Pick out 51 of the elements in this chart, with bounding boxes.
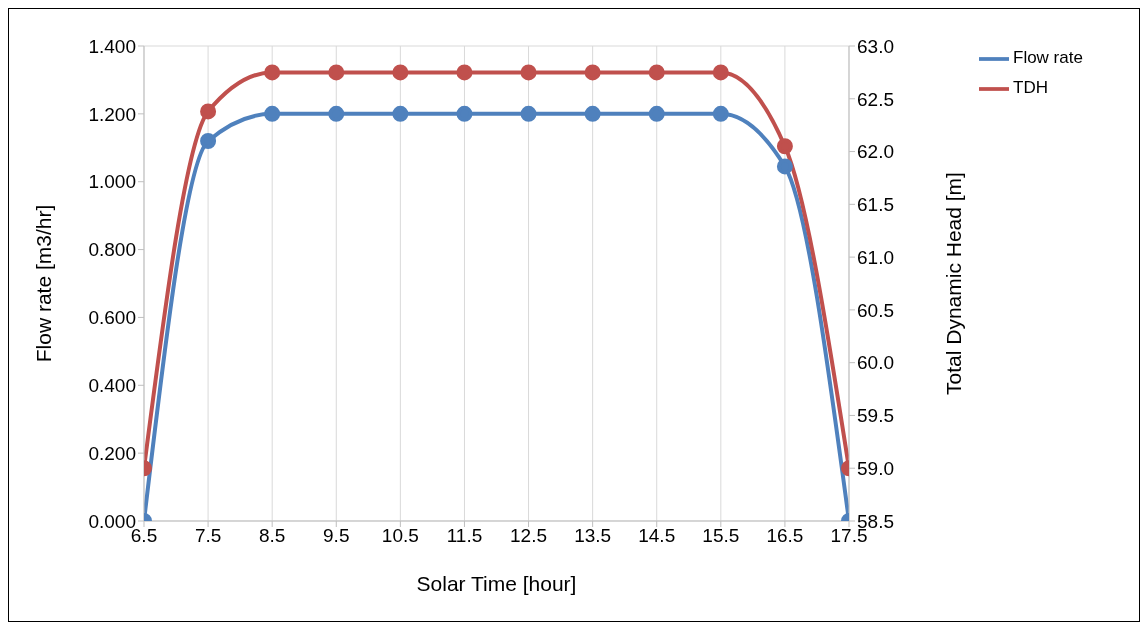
point [264, 105, 281, 122]
legend-label: Flow rate [1013, 48, 1083, 68]
y-tick-label: 0.400 [88, 375, 136, 397]
x-tick-label: 14.5 [638, 525, 676, 547]
x-tick-label: 12.5 [510, 525, 548, 547]
x-tick-label: 10.5 [381, 525, 419, 547]
point [712, 64, 729, 81]
x-tick-label: 7.5 [194, 525, 222, 547]
y2-tick-label: 62.0 [857, 141, 894, 163]
legend-label: TDH [1013, 78, 1048, 98]
y-tick-label: 0.800 [88, 239, 136, 261]
y2-tick-label: 60.0 [857, 352, 894, 374]
y2-tick-label: 59.5 [857, 405, 894, 427]
point [200, 133, 217, 149]
point [200, 103, 217, 120]
y-axis-title: Flow rate [m3/hr] [32, 204, 56, 363]
point [520, 105, 537, 122]
x-tick-label: 8.5 [258, 525, 286, 547]
y-tick-label: 0.200 [88, 442, 136, 464]
point [392, 105, 409, 122]
point [392, 64, 409, 81]
point [584, 64, 601, 81]
y2-tick-label: 63.0 [857, 35, 894, 57]
point [648, 105, 665, 122]
point [456, 105, 473, 122]
point [520, 64, 537, 81]
y-tick-label: 1.400 [88, 35, 136, 57]
x-tick-label: 16.5 [766, 525, 804, 547]
x-tick-label: 13.5 [574, 525, 612, 547]
point [584, 105, 601, 122]
x-tick-label: 9.5 [323, 525, 350, 547]
y2-tick-label: 62.5 [857, 88, 894, 110]
point [648, 64, 665, 81]
x-axis-title: Solar Time [hour] [416, 572, 577, 595]
y-tick-label: 0.600 [88, 307, 136, 329]
y2-tick-label: 59.0 [857, 457, 894, 479]
x-tick-label: 15.5 [702, 525, 740, 547]
y2-tick-label: 61.0 [857, 246, 894, 268]
y-tick-label: 1.000 [88, 171, 136, 193]
y2-tick-label: 60.5 [857, 299, 894, 321]
y-tick-label: 1.200 [88, 103, 136, 125]
y2-axis-title: Total Dynamic Head [m] [942, 172, 966, 395]
point [328, 105, 345, 122]
point [328, 64, 345, 81]
point [712, 105, 729, 122]
point [776, 158, 793, 175]
y2-tick-label: 61.5 [857, 194, 894, 216]
point [264, 64, 281, 81]
x-tick-label: 11.5 [446, 525, 483, 547]
point [456, 64, 473, 81]
point [776, 138, 793, 155]
